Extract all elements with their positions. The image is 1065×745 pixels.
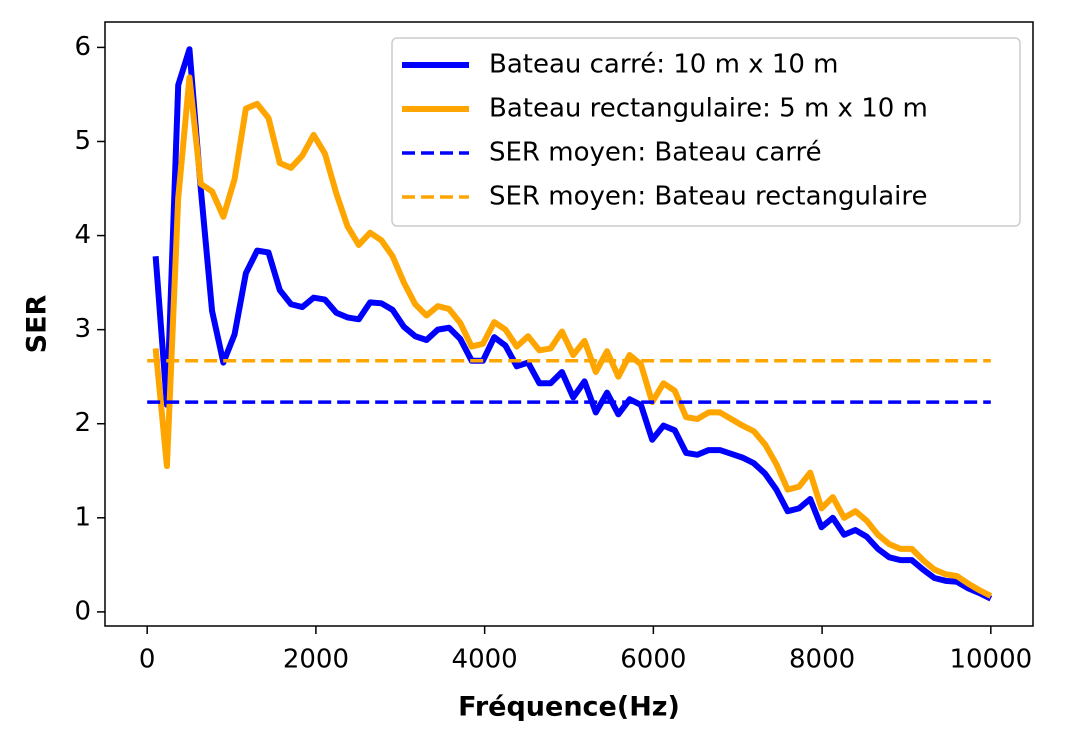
legend-label: SER moyen: Bateau carré bbox=[489, 138, 822, 168]
legend-box bbox=[391, 37, 1021, 227]
y-tick-label: 1 bbox=[74, 502, 91, 532]
series-line bbox=[152, 74, 993, 599]
x-tick-label: 4000 bbox=[452, 645, 518, 675]
y-tick-label: 6 bbox=[74, 32, 91, 62]
x-tick-label: 2000 bbox=[283, 645, 349, 675]
plot-frame bbox=[104, 21, 1034, 627]
x-axis-label: Fréquence(Hz) bbox=[458, 692, 680, 723]
legend-label: Bateau rectangulaire: 5 m x 10 m bbox=[489, 94, 928, 124]
legend-label: Bateau carré: 10 m x 10 m bbox=[489, 50, 839, 80]
y-tick-label: 5 bbox=[74, 126, 91, 156]
y-tick-label: 4 bbox=[74, 220, 91, 250]
x-tick-label: 6000 bbox=[620, 645, 686, 675]
x-tick-label: 10000 bbox=[949, 645, 1032, 675]
x-tick-label: 0 bbox=[139, 645, 156, 675]
y-tick-label: 2 bbox=[74, 408, 91, 438]
y-tick-label: 0 bbox=[74, 596, 91, 626]
legend-label: SER moyen: Bateau rectangulaire bbox=[489, 182, 928, 212]
y-tick-label: 3 bbox=[74, 314, 91, 344]
x-tick-label: 8000 bbox=[789, 645, 855, 675]
series-line bbox=[152, 46, 993, 602]
y-axis-label: SER bbox=[22, 294, 53, 353]
